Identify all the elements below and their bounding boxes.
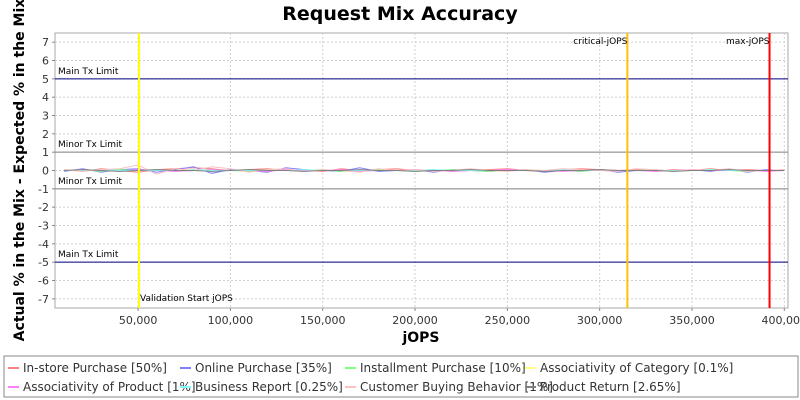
y-tick-label: 2 (42, 128, 49, 141)
legend-label: In-store Purchase [50%] (23, 361, 167, 375)
y-tick-label: -1 (38, 183, 49, 196)
marker-line-label: critical-jOPS (573, 37, 627, 47)
y-tick-label: 5 (42, 73, 49, 86)
limit-line-label: Minor Tx Limit (58, 140, 123, 150)
limit-lines: Main Tx Limit Minor Tx Limit Minor Tx Limi… (55, 67, 788, 263)
y-tick-label: -4 (38, 238, 49, 251)
y-tick-label: -6 (38, 275, 49, 288)
legend: In-store Purchase [50%] Online Purchase [… (8, 361, 733, 394)
x-tick-label: 50,000 (119, 314, 158, 327)
y-tick-label: -2 (38, 201, 49, 214)
y-tick-label: 6 (42, 55, 49, 68)
x-tick-label: 350,000 (669, 314, 715, 327)
x-tick-label: 100,000 (208, 314, 254, 327)
marker-lines: Validation Start jOPS critical-jOPS max-jO… (138, 33, 771, 308)
series-line (64, 169, 785, 172)
y-tick-label: 7 (42, 36, 49, 49)
legend-box (3, 355, 799, 398)
y-tick-label: -7 (38, 293, 49, 306)
series-lines (64, 164, 785, 175)
y-axis-ticks: -7 -6 -5 -4 -3 -2 -1 0 1 2 3 4 5 6 7 (38, 36, 55, 306)
marker-line-label: max-jOPS (726, 37, 770, 47)
x-tick-label: 400,000 (762, 314, 800, 327)
x-tick-label: 300,000 (577, 314, 623, 327)
legend-label: Online Purchase [35%] (195, 361, 332, 375)
legend-label: Business Report [0.25%] (195, 380, 343, 394)
y-axis-title: Actual % in the Mix - Expected % in the … (12, 0, 28, 341)
limit-line-label: Minor Tx Limit (58, 177, 123, 187)
x-tick-label: 150,000 (300, 314, 346, 327)
y-tick-label: -3 (38, 220, 49, 233)
chart-title: Request Mix Accuracy (282, 3, 518, 25)
x-axis-ticks: 50,000 100,000 150,000 200,000 250,000 300,00… (119, 308, 800, 327)
limit-line-label: Main Tx Limit (58, 67, 119, 77)
legend-label: Product Return [2.65%] (540, 380, 681, 394)
legend-label: Associativity of Product [1%] (23, 380, 196, 394)
y-tick-label: -5 (38, 256, 49, 269)
x-tick-label: 200,000 (392, 314, 438, 327)
y-tick-label: 1 (42, 146, 49, 159)
legend-label: Associativity of Category [0.1%] (540, 361, 733, 375)
legend-label: Customer Buying Behavior [1%] (360, 380, 553, 394)
y-tick-label: 3 (42, 110, 49, 123)
marker-line-label: Validation Start jOPS (140, 294, 233, 304)
y-tick-label: 4 (42, 91, 49, 104)
legend-label: Installment Purchase [10%] (360, 361, 526, 375)
y-tick-label: 0 (42, 165, 49, 178)
limit-line-label: Main Tx Limit (58, 250, 119, 260)
x-tick-label: 250,000 (485, 314, 531, 327)
x-axis-title: jOPS (401, 330, 439, 346)
